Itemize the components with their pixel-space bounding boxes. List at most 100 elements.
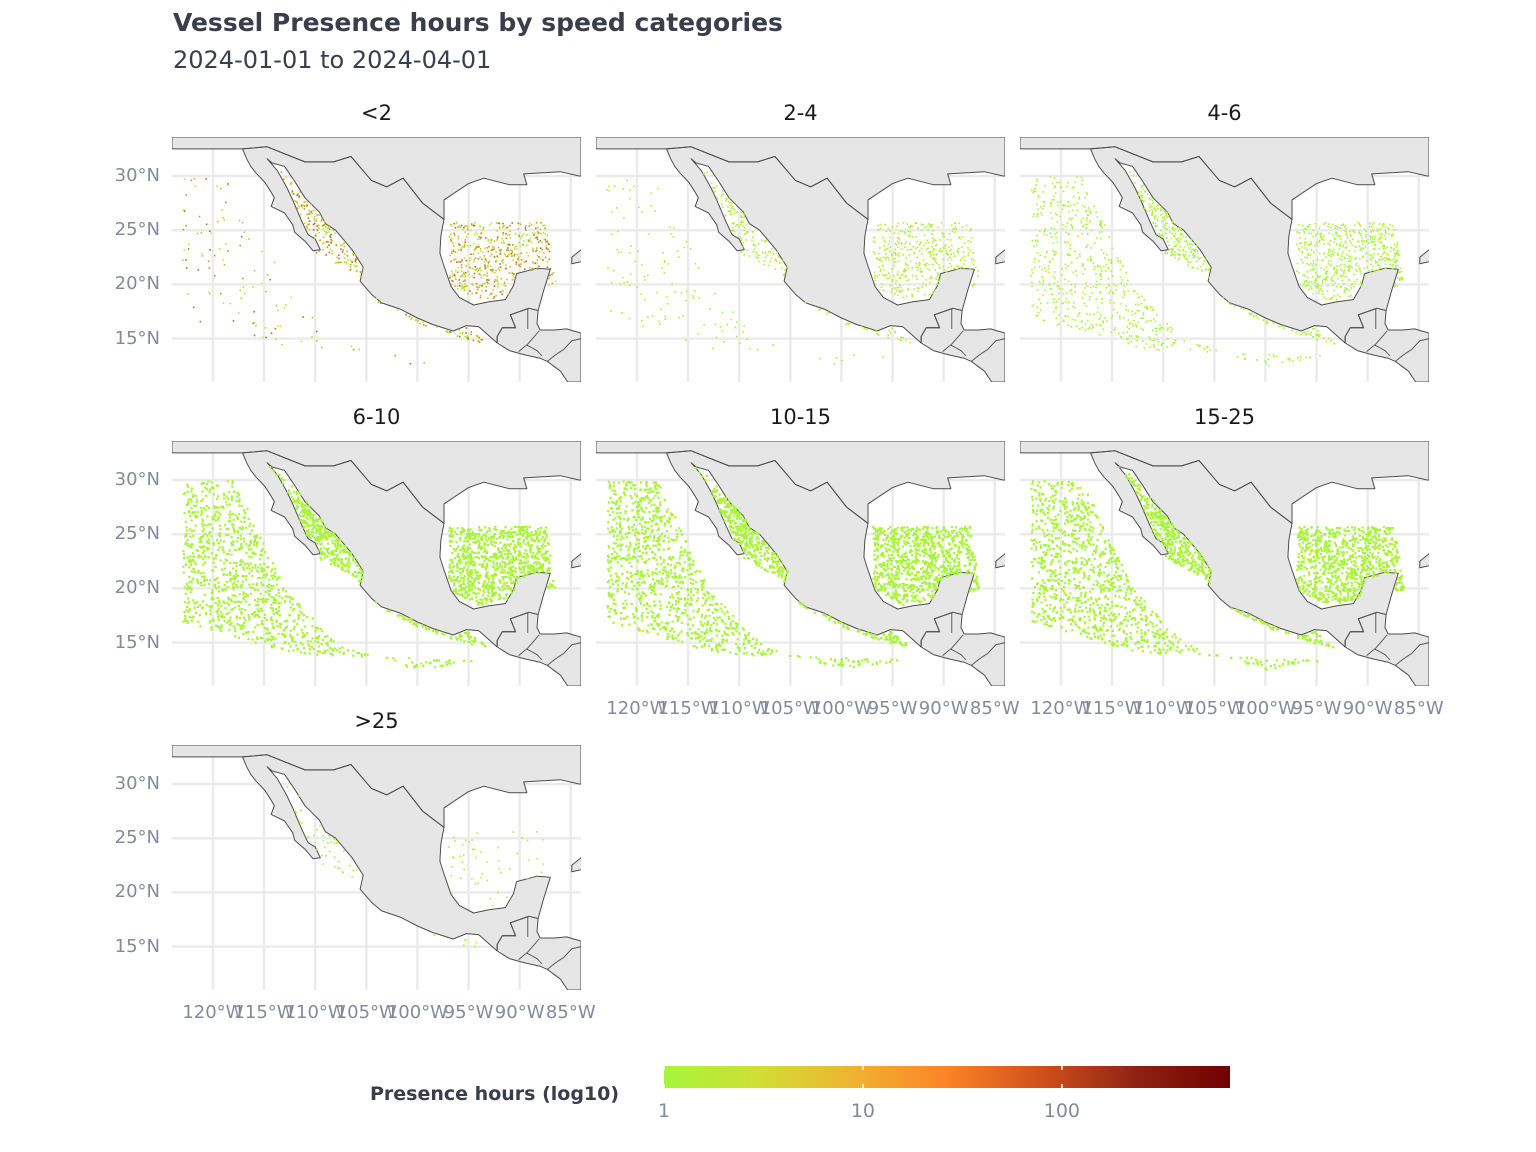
presence-cell — [479, 574, 482, 577]
presence-cell — [522, 528, 525, 531]
presence-cell — [1302, 274, 1305, 276]
presence-cell — [355, 259, 357, 261]
presence-cell — [1389, 259, 1391, 261]
presence-cell — [208, 582, 211, 586]
presence-cell — [1306, 330, 1309, 333]
presence-cell — [497, 256, 499, 259]
presence-cell — [322, 248, 324, 251]
presence-cell — [230, 553, 233, 556]
presence-cell — [1323, 223, 1325, 225]
presence-cell — [1319, 234, 1322, 236]
presence-cell — [1187, 262, 1190, 264]
presence-cell — [501, 585, 504, 588]
presence-cell — [496, 239, 498, 241]
presence-cell — [509, 574, 512, 577]
presence-cell — [926, 262, 928, 265]
presence-cell — [1125, 338, 1128, 340]
presence-cell — [283, 636, 287, 639]
presence-cell — [467, 229, 469, 231]
presence-cell — [548, 277, 550, 280]
presence-cell — [263, 599, 266, 602]
presence-cell — [1051, 198, 1053, 201]
presence-cell — [1371, 241, 1374, 243]
presence-cell — [1327, 242, 1329, 245]
presence-cell — [721, 203, 723, 205]
presence-cell — [896, 244, 898, 246]
presence-cell — [214, 554, 218, 557]
presence-cell — [1325, 278, 1327, 280]
presence-cell — [954, 222, 957, 224]
presence-cell — [183, 611, 186, 614]
presence-cell — [1088, 298, 1091, 301]
presence-cell — [1359, 249, 1361, 252]
presence-cell — [947, 254, 950, 256]
presence-cell — [291, 638, 294, 641]
presence-cell — [884, 241, 886, 243]
presence-cell — [504, 544, 507, 547]
presence-cell — [511, 249, 513, 252]
presence-cell — [524, 549, 527, 552]
presence-cell — [324, 554, 327, 557]
presence-cell — [929, 250, 932, 253]
presence-cell — [342, 568, 345, 571]
presence-cell — [911, 294, 914, 297]
presence-cell — [656, 291, 658, 294]
presence-cell — [465, 536, 468, 539]
presence-cell — [410, 317, 413, 319]
presence-cell — [1387, 227, 1390, 230]
presence-cell — [209, 230, 211, 232]
presence-cell — [963, 255, 965, 257]
presence-cell — [466, 227, 469, 230]
presence-cell — [479, 598, 482, 601]
presence-cell — [1036, 213, 1039, 216]
presence-cell — [455, 269, 457, 272]
presence-cell — [657, 320, 660, 323]
presence-cell — [519, 252, 521, 255]
presence-cell — [482, 274, 485, 277]
presence-cell — [302, 521, 305, 524]
presence-cell — [479, 296, 482, 299]
presence-cell — [910, 224, 912, 227]
presence-cell — [664, 315, 666, 318]
presence-cell — [1146, 193, 1149, 196]
presence-cell — [290, 182, 293, 184]
presence-cell — [478, 273, 481, 275]
presence-cell — [1134, 312, 1137, 314]
presence-cell — [723, 341, 725, 343]
presence-cell — [541, 567, 544, 570]
presence-cell — [1107, 266, 1110, 269]
presence-cell — [1317, 333, 1320, 336]
presence-cell — [1173, 235, 1175, 237]
presence-cell — [463, 631, 466, 635]
presence-cell — [913, 252, 915, 255]
presence-cell — [1343, 291, 1346, 293]
presence-cell — [462, 577, 465, 580]
presence-cell — [1365, 233, 1367, 236]
presence-cell — [1280, 325, 1283, 327]
presence-cell — [927, 241, 930, 244]
presence-cell — [479, 267, 481, 270]
presence-cell — [965, 224, 968, 227]
presence-cell — [1382, 258, 1384, 260]
presence-cell — [1099, 274, 1101, 276]
presence-cell — [1058, 323, 1060, 326]
presence-cell — [481, 594, 484, 597]
presence-cell — [1132, 325, 1135, 327]
presence-cell — [502, 536, 505, 539]
presence-cell — [1119, 317, 1121, 320]
presence-cell — [248, 616, 251, 619]
presence-cell — [263, 569, 266, 572]
presence-cell — [233, 606, 236, 609]
presence-cell — [334, 557, 337, 560]
presence-cell — [1314, 285, 1317, 287]
presence-cell — [194, 571, 197, 574]
presence-cell — [501, 260, 503, 263]
presence-cell — [1041, 276, 1044, 278]
presence-cell — [189, 555, 192, 558]
presence-cell — [1141, 194, 1144, 197]
presence-cell — [1392, 263, 1394, 266]
presence-cell — [1193, 241, 1195, 244]
presence-cell — [1382, 244, 1384, 247]
presence-cell — [311, 516, 314, 519]
presence-cell — [246, 594, 249, 597]
